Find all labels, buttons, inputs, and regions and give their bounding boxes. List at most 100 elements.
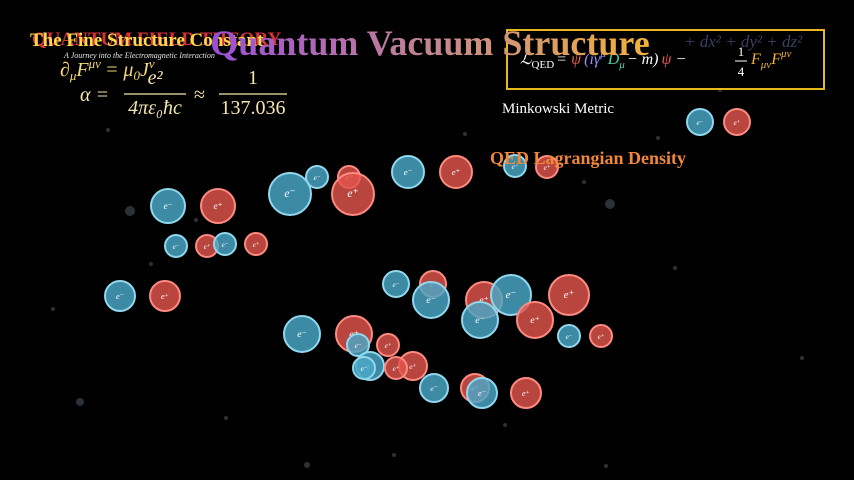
particle: e⁻ xyxy=(150,188,186,224)
particle-label: e⁻ xyxy=(393,281,400,289)
particle-label: e⁺ xyxy=(385,342,392,350)
eq-part: QED xyxy=(532,59,555,71)
particle: e⁺ xyxy=(384,356,408,380)
particle-body xyxy=(548,274,590,316)
particle-body xyxy=(503,154,527,178)
particle-label: e⁻ xyxy=(512,163,519,171)
particle-label: e⁻ xyxy=(314,174,321,182)
background-dust xyxy=(51,88,804,468)
particle: e⁺ xyxy=(548,274,590,316)
particle-body xyxy=(419,373,449,403)
particle-body xyxy=(382,270,410,298)
particle: e⁻ xyxy=(104,280,136,312)
particle: e⁺ xyxy=(331,172,375,216)
particle-body xyxy=(268,172,312,216)
eq-part: ∂ xyxy=(60,59,70,81)
particle: e⁺ xyxy=(723,108,751,136)
eq-part: 4 xyxy=(738,64,745,79)
particle: e⁻ xyxy=(268,172,312,216)
eq-part: 1 xyxy=(248,67,258,89)
particle: e⁻ xyxy=(557,324,581,348)
particle-label: e⁻ xyxy=(566,333,573,341)
dust xyxy=(194,218,198,222)
eq-part: (iγ xyxy=(584,51,601,68)
dust xyxy=(605,199,615,209)
dust xyxy=(656,136,660,140)
particle: e⁺ xyxy=(589,324,613,348)
particle-label: e⁻ xyxy=(173,243,180,251)
dust xyxy=(304,462,310,468)
particle-label: e⁺ xyxy=(598,333,605,341)
subtitle: A Journey into the Electromagnetic Inter… xyxy=(63,51,215,60)
particle-label: e⁻ xyxy=(222,241,229,249)
particle-label: e⁺ xyxy=(530,315,540,326)
eq-part: = xyxy=(557,51,566,68)
particle-label: e⁻ xyxy=(426,295,436,306)
particle: e⁺ xyxy=(200,188,236,224)
particle-label: e⁺ xyxy=(213,202,222,212)
particle: e⁺ xyxy=(439,155,473,189)
field-tensor: FμνFμν xyxy=(750,48,791,71)
particle: e⁺ xyxy=(535,155,559,179)
dust xyxy=(76,398,84,406)
particle-body xyxy=(283,315,321,353)
particle-body xyxy=(104,280,136,312)
particle-label: e⁻ xyxy=(361,365,368,373)
eq-part: μν xyxy=(780,48,792,60)
particle-label: e⁺ xyxy=(452,167,461,177)
particle-body xyxy=(490,274,532,316)
particle-body xyxy=(149,280,181,312)
particle: e⁺ xyxy=(376,333,400,357)
particle: e⁻ xyxy=(412,281,450,319)
particle-label: e⁻ xyxy=(697,119,704,127)
particle: e⁺ xyxy=(149,280,181,312)
eq-part: μν xyxy=(760,59,772,71)
eq-part: − xyxy=(676,51,685,68)
particle-body xyxy=(150,188,186,224)
title: The Fine Structure Constant xyxy=(30,30,264,51)
particle-label: e⁻ xyxy=(506,289,517,301)
dust xyxy=(673,266,677,270)
lagrangian-box xyxy=(506,29,825,90)
eq-part: ℒ xyxy=(520,51,532,68)
particle-label: e⁻ xyxy=(355,342,362,350)
particle-label: e⁻ xyxy=(116,292,124,301)
particle-label: e⁺ xyxy=(393,365,400,373)
particle-body xyxy=(461,301,499,339)
particle-body xyxy=(516,301,554,339)
minkowski-label: Minkowski Metric xyxy=(502,101,614,117)
eq-part: = μ xyxy=(105,59,134,81)
particle-body xyxy=(244,232,268,256)
particle-label: e⁻ xyxy=(478,389,486,398)
particle-body xyxy=(213,232,237,256)
particle: e⁻ xyxy=(305,165,329,189)
particle-body xyxy=(391,155,425,189)
particle-label: e⁺ xyxy=(204,243,211,251)
particle: e⁻ xyxy=(352,356,376,380)
eq-part: 0 xyxy=(133,68,140,83)
fine-structure-equation: α = e² 4πε₀ħc ≈ 1 137.036 xyxy=(80,67,287,119)
eq-part: 137.036 xyxy=(221,97,286,119)
particle-label: e⁺ xyxy=(409,362,416,371)
eq-part: ≈ xyxy=(194,84,205,106)
particle-body xyxy=(376,333,400,357)
particle-body xyxy=(557,324,581,348)
dust xyxy=(224,416,228,420)
particle-label: e⁺ xyxy=(479,295,489,306)
eq-part: ν xyxy=(149,56,155,71)
eq-part: μν xyxy=(88,56,102,71)
eq-part: α = xyxy=(80,84,109,106)
metric-faded: + dx² + dy² + dz² xyxy=(684,32,803,51)
particles: e⁻ e⁺ e⁻ e⁺ e⁻ e⁺ e⁻ e⁺ e⁻ e⁺ e⁻ e⁺ e⁻ e⁺ e⁻ e⁺ e⁻ e⁺ e⁻ e⁺… xyxy=(104,108,751,409)
particle-label: e⁺ xyxy=(347,188,358,200)
particle: e⁺ xyxy=(244,232,268,256)
particle-body xyxy=(305,165,329,189)
particle-body xyxy=(723,108,751,136)
particle: e⁻ xyxy=(419,373,449,403)
particle-label: e⁻ xyxy=(284,188,295,200)
dust xyxy=(582,180,586,184)
particle-body xyxy=(466,377,498,409)
particle-label: e⁺ xyxy=(522,389,530,398)
background-title: QUANTUM FIELD THEORY xyxy=(32,29,281,50)
